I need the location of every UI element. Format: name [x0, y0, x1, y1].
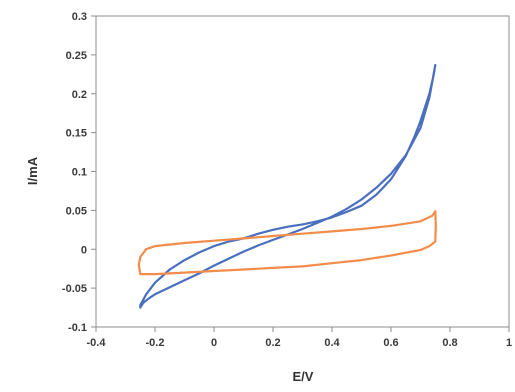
x-tick-label: 0.6	[383, 337, 398, 349]
x-axis-ticks: -0.4 -0.2 0 0.2 0.4 0.6 0.8 1	[87, 327, 512, 349]
y-tick-label: 0.25	[66, 50, 87, 62]
y-axis-ticks: -0.1 -0.05 0 0.05 0.1 0.15 0.2 0.25 0.3	[62, 11, 96, 334]
x-tick-label: 0.8	[442, 337, 457, 349]
cv-curve-1	[139, 63, 437, 309]
y-tick-label: -0.05	[62, 283, 87, 295]
y-tick-label: 0	[81, 244, 87, 256]
x-tick-label: 0.4	[324, 337, 340, 349]
x-tick-label: 1	[506, 337, 512, 349]
x-tick-label: -0.4	[87, 337, 107, 349]
y-axis-label: I/mA	[25, 156, 40, 185]
x-axis-label: E/V	[293, 369, 314, 384]
y-tick-label: 0.2	[72, 89, 87, 101]
x-tick-label: -0.2	[146, 337, 165, 349]
y-tick-label: 0.05	[66, 205, 87, 217]
x-tick-label: 0.2	[265, 337, 280, 349]
y-tick-label: -0.1	[68, 322, 87, 334]
y-tick-label: 0.15	[66, 128, 87, 140]
y-tick-label: 0.1	[72, 167, 87, 179]
y-tick-label: 0.3	[72, 11, 87, 23]
series-layer	[137, 63, 437, 309]
x-tick-label: 0	[211, 337, 217, 349]
cv-curve-2	[137, 210, 437, 276]
